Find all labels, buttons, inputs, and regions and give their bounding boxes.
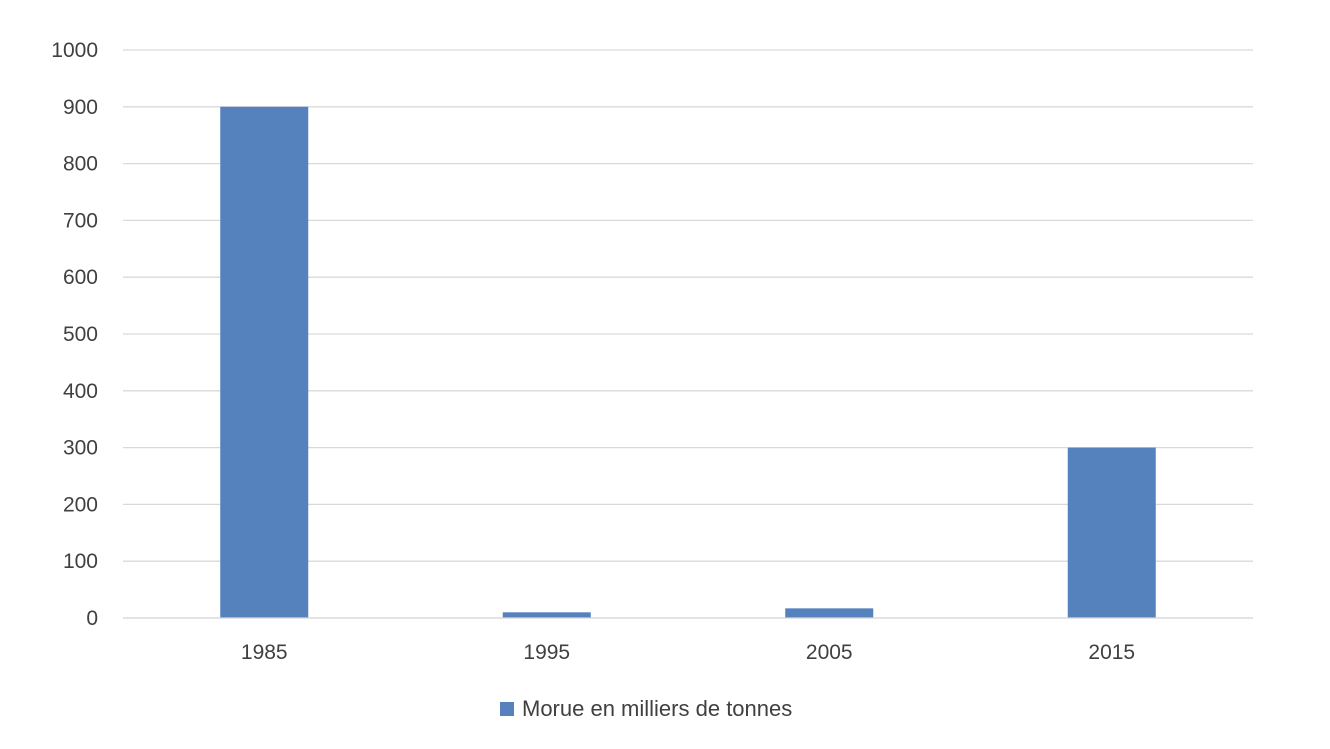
gridlines (123, 49, 1253, 619)
bar-1985 (220, 106, 309, 619)
legend-label: Morue en milliers de tonnes (522, 696, 792, 721)
y-tick-label: 700 (63, 209, 98, 232)
y-tick-label: 900 (63, 96, 98, 119)
x-tick-label: 1995 (523, 641, 570, 664)
legend-swatch (500, 702, 514, 716)
y-tick-label: 300 (63, 437, 98, 460)
y-tick-label: 500 (63, 323, 98, 346)
x-tick-label: 2015 (1088, 641, 1135, 664)
bar-1995 (502, 612, 591, 618)
bars (123, 106, 1253, 619)
y-tick-label: 400 (63, 380, 98, 403)
y-tick-label: 600 (63, 266, 98, 289)
y-axis-tick-labels: 0 100 200 300 400 500 600 700 800 900 1000 (51, 39, 98, 630)
bar-2015 (1067, 447, 1156, 618)
y-tick-label: 1000 (51, 39, 98, 62)
y-tick-label: 800 (63, 153, 98, 176)
bar-2005 (785, 608, 874, 618)
y-tick-label: 0 (86, 607, 98, 630)
y-tick-label: 200 (63, 493, 98, 516)
y-tick-label: 100 (63, 550, 98, 573)
x-tick-label: 2005 (806, 641, 853, 664)
x-axis-tick-labels: 1985 1995 2005 2015 (241, 641, 1135, 664)
x-tick-label: 1985 (241, 641, 288, 664)
legend: Morue en milliers de tonnes (500, 696, 792, 721)
